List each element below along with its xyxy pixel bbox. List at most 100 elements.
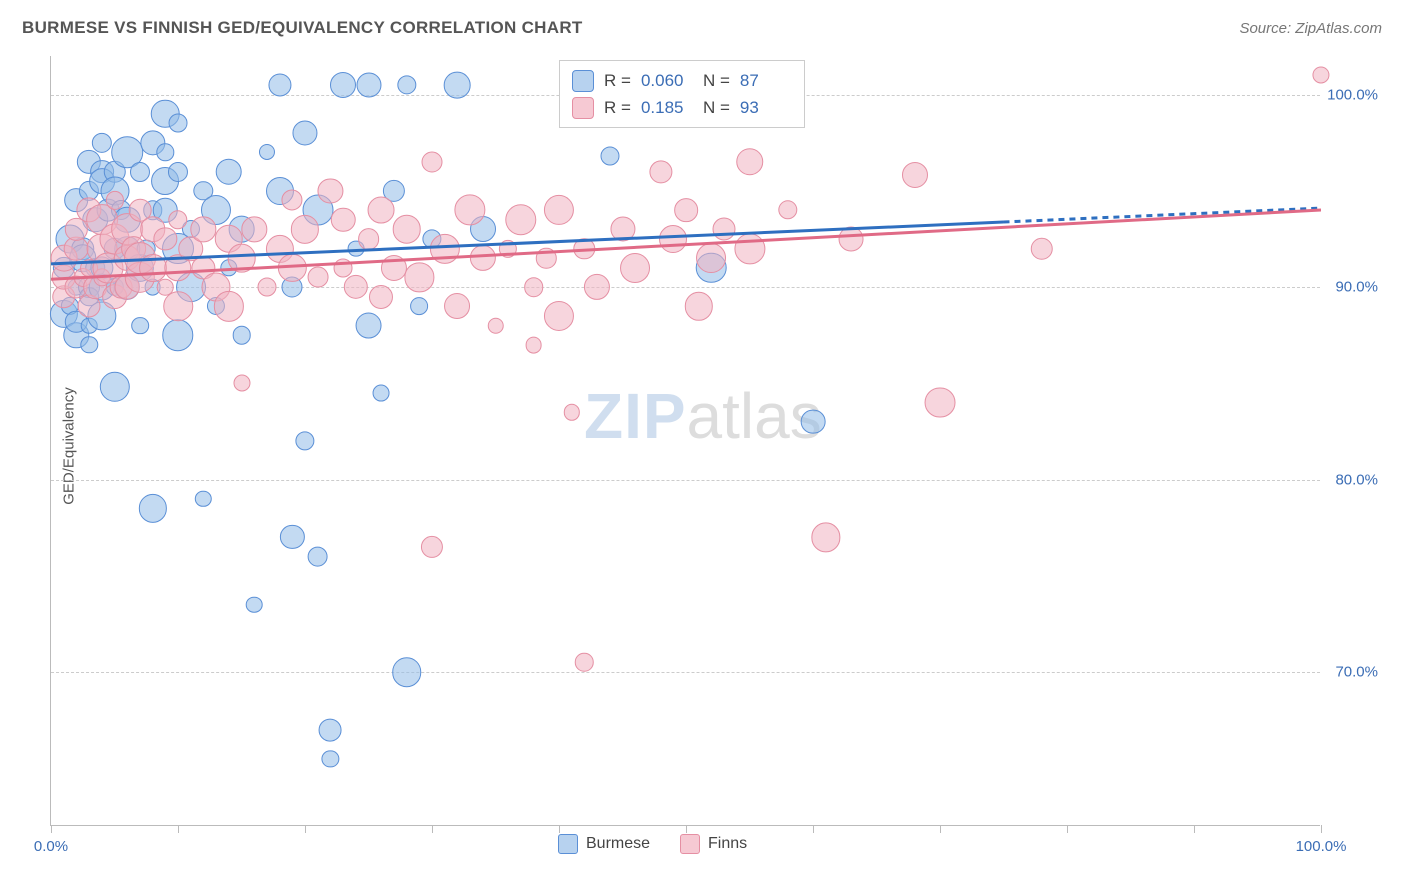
scatter-point bbox=[157, 144, 174, 161]
scatter-point bbox=[246, 596, 263, 613]
legend-r-value: 0.060 bbox=[641, 67, 693, 94]
x-tick bbox=[51, 825, 52, 833]
scatter-point bbox=[659, 225, 687, 253]
scatter-point bbox=[292, 120, 317, 145]
scatter-point bbox=[649, 160, 672, 183]
legend-r-label: R = bbox=[604, 67, 631, 94]
scatter-point bbox=[584, 274, 610, 300]
legend-bottom-item: Finns bbox=[680, 834, 747, 854]
scatter-point bbox=[902, 162, 928, 188]
legend-bottom-item: Burmese bbox=[558, 834, 650, 854]
x-tick bbox=[305, 825, 306, 833]
scatter-point bbox=[131, 317, 149, 335]
source-label: Source: ZipAtlas.com bbox=[1239, 20, 1382, 37]
scatter-point bbox=[268, 73, 291, 96]
scatter-point bbox=[169, 114, 188, 133]
x-tick-label: 100.0% bbox=[1296, 838, 1347, 855]
scatter-point bbox=[1312, 67, 1329, 84]
scatter-point bbox=[162, 319, 193, 350]
scatter-point bbox=[544, 195, 574, 225]
legend-top: R = 0.060 N = 87R =0.185N =93 bbox=[559, 60, 805, 128]
watermark-zip: ZIP bbox=[584, 380, 687, 452]
scatter-point bbox=[574, 238, 595, 259]
scatter-point bbox=[544, 301, 574, 331]
legend-label: Finns bbox=[708, 835, 747, 852]
legend-swatch bbox=[558, 834, 578, 854]
legend-r-value: 0.185 bbox=[641, 94, 693, 121]
scatter-point bbox=[505, 204, 536, 235]
x-tick bbox=[1321, 825, 1322, 833]
x-tick bbox=[686, 825, 687, 833]
scatter-point bbox=[736, 148, 764, 176]
legend-row: R =0.185N =93 bbox=[572, 94, 792, 121]
scatter-point bbox=[291, 215, 319, 243]
scatter-point bbox=[397, 75, 416, 94]
scatter-point bbox=[620, 253, 650, 283]
legend-swatch bbox=[680, 834, 700, 854]
scatter-point bbox=[801, 409, 826, 434]
legend-n-label: N = bbox=[703, 67, 730, 94]
scatter-point bbox=[575, 653, 594, 672]
scatter-point bbox=[600, 147, 619, 166]
scatter-point bbox=[421, 536, 443, 558]
gridline bbox=[51, 480, 1320, 481]
chart-container: BURMESE VS FINNISH GED/EQUIVALENCY CORRE… bbox=[0, 0, 1406, 892]
scatter-point bbox=[163, 291, 193, 321]
scatter-point bbox=[524, 277, 544, 297]
scatter-point bbox=[280, 525, 304, 549]
scatter-point bbox=[525, 336, 542, 353]
x-tick bbox=[1067, 825, 1068, 833]
scatter-point bbox=[334, 258, 353, 277]
scatter-point bbox=[318, 178, 343, 203]
scatter-point bbox=[410, 297, 428, 315]
x-tick bbox=[940, 825, 941, 833]
scatter-point bbox=[227, 244, 256, 273]
x-tick bbox=[559, 825, 560, 833]
scatter-point bbox=[696, 243, 726, 273]
legend-n-value: 93 bbox=[740, 94, 792, 121]
scatter-point bbox=[369, 285, 393, 309]
scatter-point bbox=[232, 326, 251, 345]
scatter-point bbox=[331, 207, 356, 232]
scatter-point bbox=[444, 293, 470, 319]
scatter-point bbox=[684, 292, 712, 320]
legend-swatch bbox=[572, 97, 594, 119]
scatter-point bbox=[216, 158, 243, 185]
y-tick-label: 80.0% bbox=[1335, 471, 1378, 488]
legend-bottom: Burmese Finns bbox=[558, 834, 747, 854]
scatter-point bbox=[381, 255, 407, 281]
y-tick-label: 70.0% bbox=[1335, 664, 1378, 681]
scatter-point bbox=[392, 657, 422, 687]
scatter-point bbox=[925, 387, 956, 418]
x-tick bbox=[813, 825, 814, 833]
scatter-point bbox=[278, 254, 306, 282]
scatter-point bbox=[233, 375, 250, 392]
scatter-point bbox=[368, 197, 395, 224]
scatter-point bbox=[713, 218, 736, 241]
scatter-point bbox=[610, 217, 635, 242]
scatter-point bbox=[330, 72, 356, 98]
legend-label: Burmese bbox=[586, 835, 650, 852]
scatter-point bbox=[130, 161, 150, 181]
trend-line-dashed bbox=[1004, 208, 1322, 222]
x-tick bbox=[178, 825, 179, 833]
y-tick-label: 100.0% bbox=[1327, 86, 1378, 103]
scatter-point bbox=[536, 248, 556, 268]
legend-row: R = 0.060 N = 87 bbox=[572, 67, 792, 94]
scatter-point bbox=[168, 161, 188, 181]
scatter-point bbox=[257, 277, 276, 296]
gridline bbox=[51, 287, 1320, 288]
scatter-point bbox=[358, 228, 380, 250]
scatter-point bbox=[92, 132, 112, 152]
scatter-point bbox=[322, 750, 339, 767]
scatter-point bbox=[373, 384, 390, 401]
scatter-point bbox=[1030, 237, 1052, 259]
scatter-point bbox=[444, 72, 471, 99]
legend-n-value: 87 bbox=[740, 67, 792, 94]
scatter-point bbox=[139, 254, 167, 282]
y-tick-label: 90.0% bbox=[1335, 279, 1378, 296]
scatter-point bbox=[422, 151, 443, 172]
scatter-point bbox=[80, 336, 97, 353]
scatter-point bbox=[356, 72, 381, 97]
scatter-point bbox=[195, 491, 211, 507]
